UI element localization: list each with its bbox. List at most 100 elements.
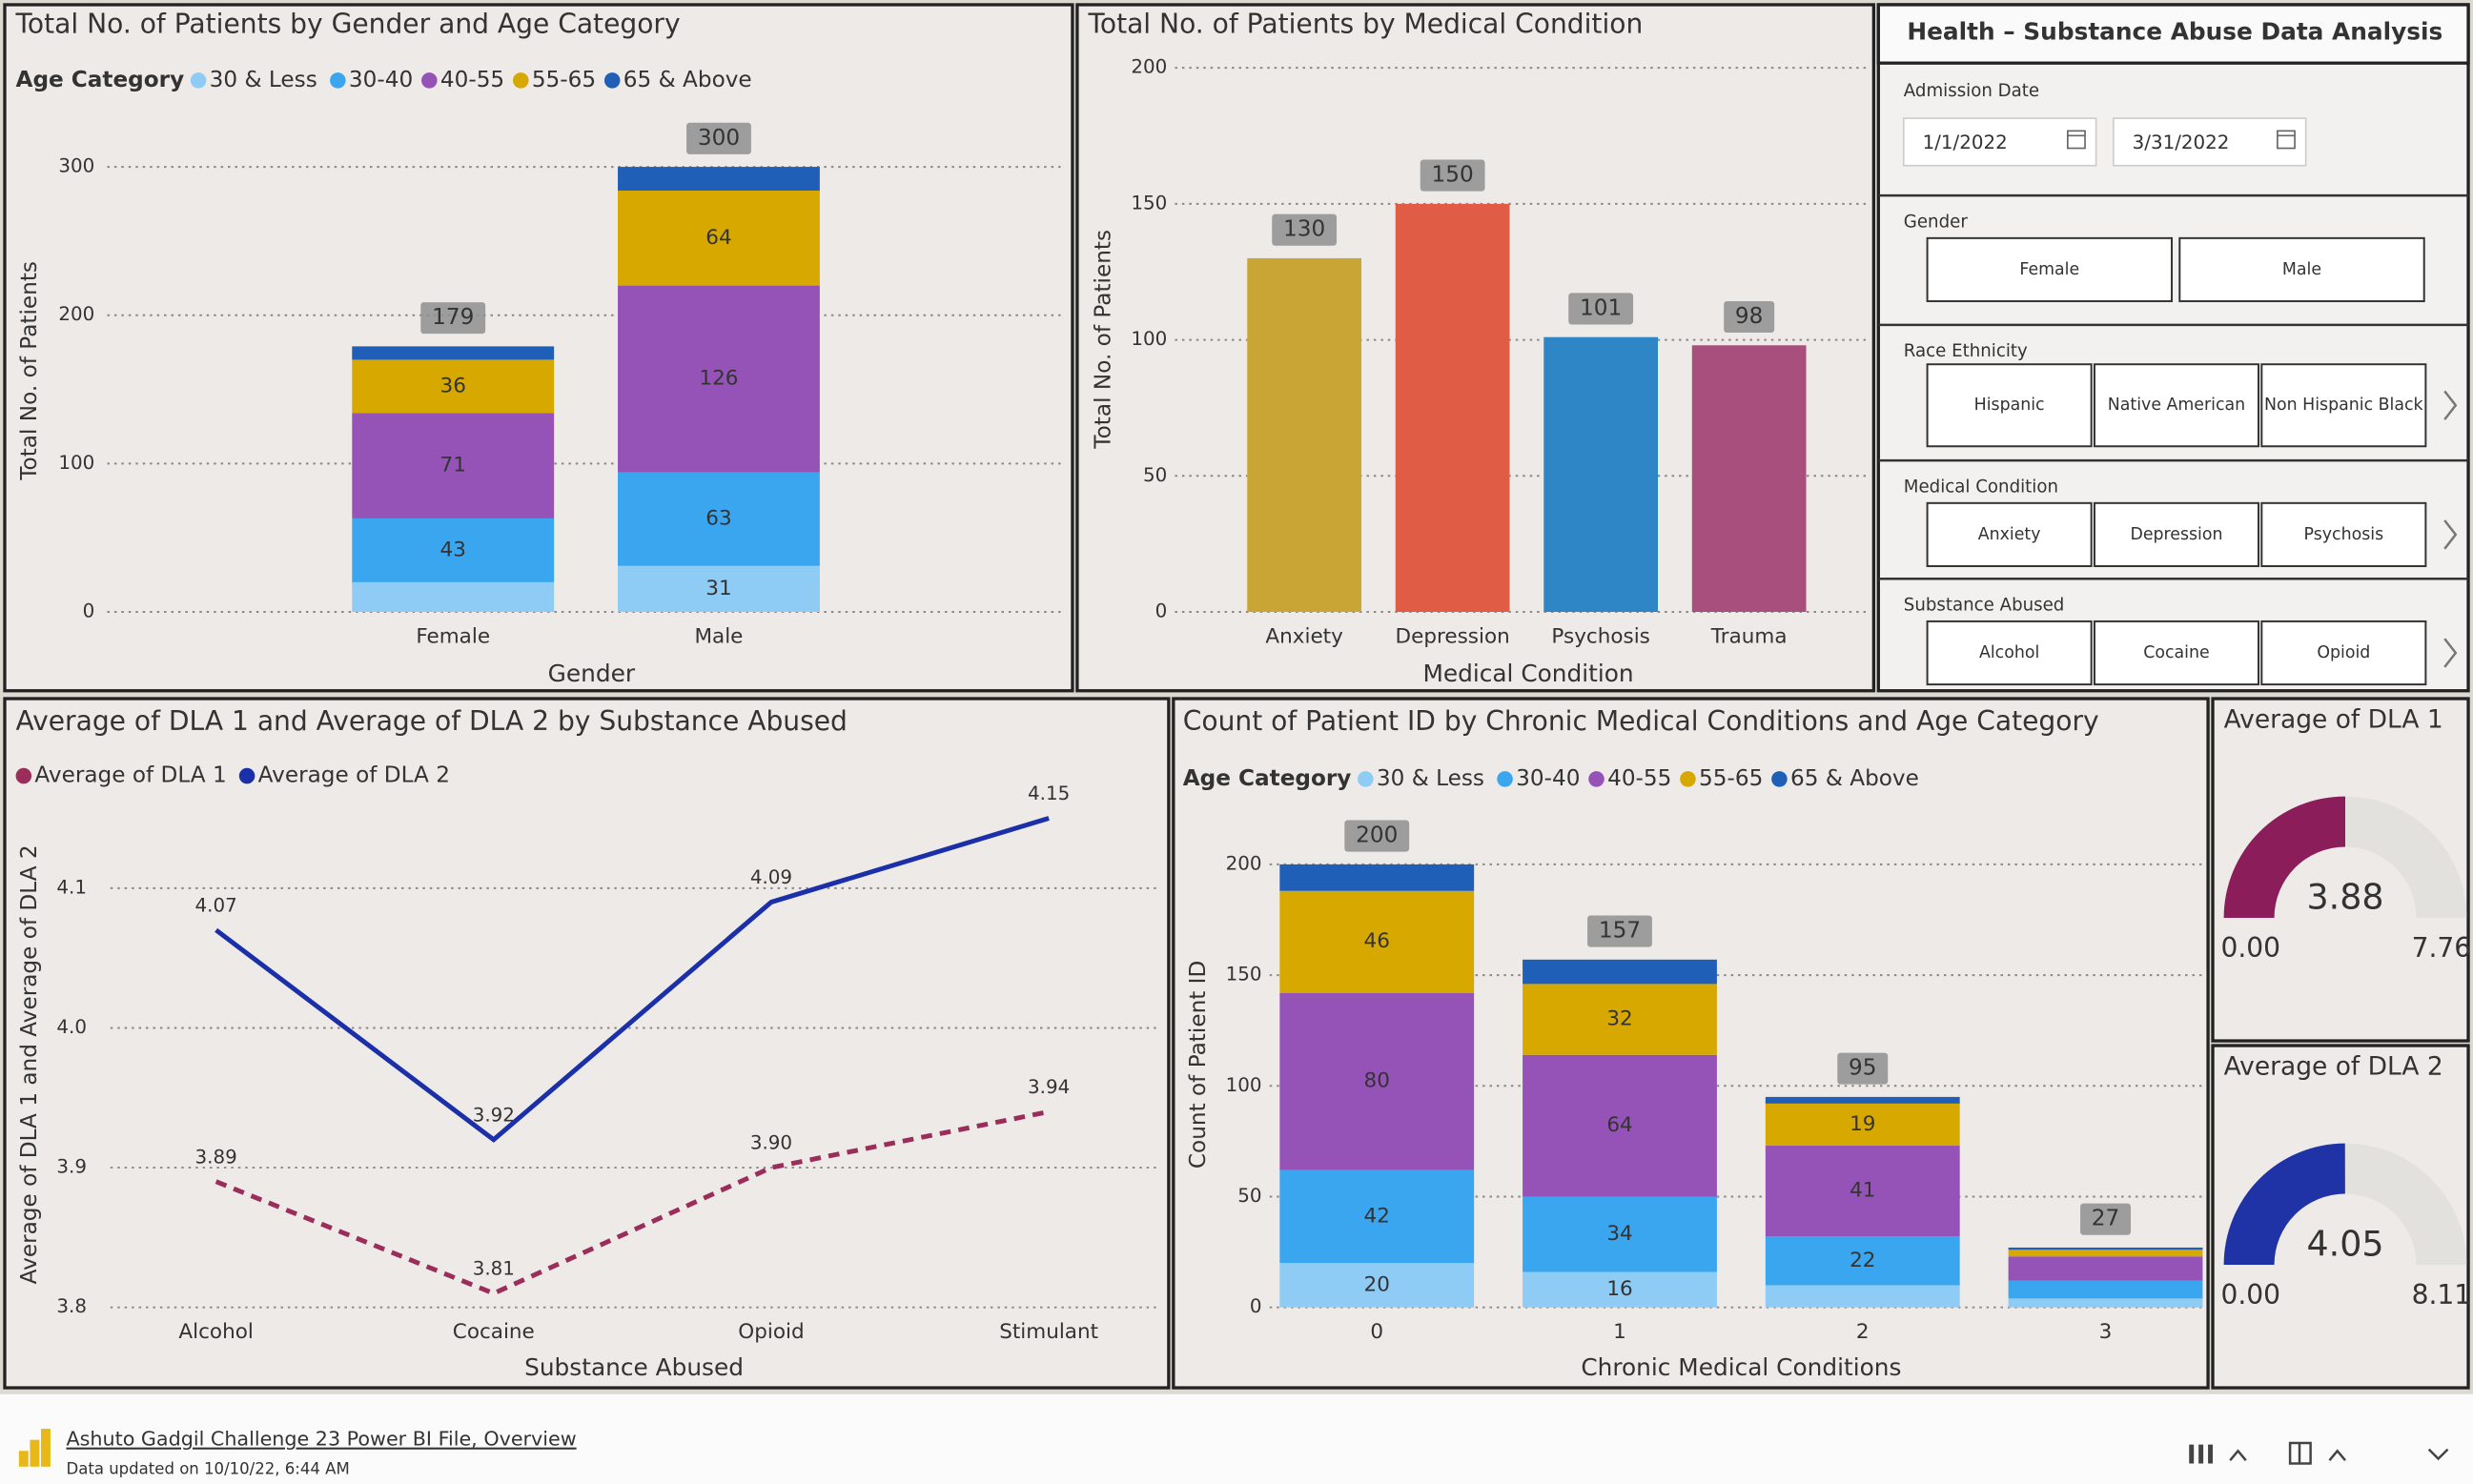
x-axis-title: Substance Abused: [524, 1353, 744, 1381]
data-label: 64: [705, 226, 731, 250]
slicer-option: Depression: [2130, 525, 2222, 544]
total-label: 130: [1283, 217, 1325, 242]
slicer-button[interactable]: [2093, 501, 2260, 568]
legend-label: Average of DLA 1: [34, 763, 226, 788]
slicer-option: Opioid: [2317, 643, 2370, 662]
view-caret[interactable]: [2328, 1449, 2346, 1461]
legend-marker: [1680, 771, 1696, 787]
data-label: 46: [1364, 929, 1390, 953]
bar-segment: [1765, 1285, 1960, 1308]
bar: [1543, 336, 1659, 612]
y-axis-title: Total No. of Patients: [1092, 230, 1116, 450]
y-tick-label: 0: [1250, 1295, 1262, 1317]
bar-segment: [1523, 984, 1717, 1055]
feedback-icon[interactable]: [2208, 1444, 2214, 1464]
feedback-caret[interactable]: [2229, 1449, 2247, 1461]
data-label: 3.81: [473, 1258, 515, 1280]
legend-label: 55-65: [532, 68, 596, 92]
scroll-arrow[interactable]: [2443, 390, 2458, 420]
legend-marker: [1497, 771, 1513, 787]
date-value: 1/1/2022: [1923, 132, 2008, 153]
bar-segment: [2008, 1250, 2203, 1257]
slicer-button[interactable]: [2260, 501, 2427, 568]
total-label: 157: [1599, 919, 1641, 944]
calendar-icon[interactable]: [2067, 130, 2086, 150]
visual-title: Average of DLA 1: [2224, 705, 2443, 735]
data-label: 16: [1606, 1277, 1632, 1301]
data-label: 4.09: [750, 866, 792, 888]
legend-title: Age Category: [1183, 766, 1352, 791]
data-label: 3.94: [1028, 1076, 1070, 1098]
slicer-option: Hispanic: [1974, 396, 2045, 415]
legend-marker: [238, 767, 255, 784]
slicer-option: Alcohol: [1979, 643, 2039, 662]
total-label-box: [1568, 293, 1634, 325]
slicer-button[interactable]: [1926, 501, 2093, 568]
legend-label: 30 & Less: [210, 68, 317, 92]
legend-marker: [1358, 771, 1374, 787]
feedback-icon[interactable]: [2198, 1444, 2204, 1464]
slicer-button[interactable]: [2093, 620, 2260, 686]
data-label: 42: [1364, 1204, 1390, 1228]
gauge-max: 7.76: [2412, 932, 2472, 964]
line-series: [215, 816, 1050, 1143]
scroll-arrow[interactable]: [2443, 519, 2458, 550]
data-label: 3.89: [195, 1146, 237, 1168]
calendar-icon[interactable]: [2277, 130, 2296, 150]
slicer-button[interactable]: [2260, 620, 2427, 686]
y-tick-label: 200: [58, 303, 94, 325]
x-tick-label: 0: [1370, 1320, 1383, 1344]
x-tick-label: Trauma: [1710, 624, 1788, 648]
bar-segment: [2008, 1256, 2203, 1281]
data-label: 4.15: [1028, 783, 1070, 804]
data-label: 4.07: [195, 894, 237, 916]
total-label: 101: [1580, 295, 1622, 320]
y-tick-label: 150: [1131, 192, 1167, 213]
date-input[interactable]: [2112, 117, 2307, 167]
data-label: 20: [1364, 1272, 1390, 1296]
total-label-box: [1724, 300, 1775, 334]
bar-segment: [352, 413, 555, 518]
y-axis-title: Count of Patient ID: [1186, 961, 1211, 1169]
collapse-caret[interactable]: [2427, 1448, 2449, 1461]
bar-segment: [1523, 959, 1717, 985]
slicer-button[interactable]: [2260, 363, 2427, 448]
total-label: 150: [1432, 163, 1474, 188]
date-input[interactable]: [1902, 117, 2097, 167]
slicer-button[interactable]: [2093, 363, 2260, 448]
slicer-button[interactable]: [2178, 236, 2425, 303]
total-label: 27: [2092, 1207, 2119, 1231]
bar-segment: [352, 346, 555, 360]
slicer-button[interactable]: [1926, 236, 2174, 303]
bar-segment: [1523, 1196, 1717, 1272]
x-tick-label: Anxiety: [1265, 624, 1343, 648]
data-label: 22: [1850, 1249, 1875, 1272]
footer-bar: [0, 1393, 2473, 1484]
slicer-button[interactable]: [1926, 363, 2093, 448]
bar-segment: [1279, 1263, 1475, 1308]
date-value: 3/31/2022: [2133, 132, 2230, 153]
legend-title: Age Category: [16, 68, 185, 92]
slicer-option: Male: [2282, 260, 2321, 279]
report-title[interactable]: Ashuto Gadgil Challenge 23 Power BI File…: [66, 1428, 576, 1451]
slicer-label: Medical Condition: [1904, 477, 2058, 497]
legend-marker: [330, 72, 346, 89]
scroll-arrow[interactable]: [2443, 638, 2458, 668]
slicer-button[interactable]: [1926, 620, 2093, 686]
gauge-value-arc: [2223, 796, 2345, 918]
legend-marker: [512, 72, 529, 89]
gauge-value-arc: [2223, 1143, 2345, 1266]
data-label: 64: [1606, 1113, 1632, 1137]
visual-title: Total No. of Patients by Medical Conditi…: [1087, 8, 1643, 39]
feedback-icon[interactable]: [2189, 1444, 2195, 1464]
power-bi-logo: [18, 1451, 29, 1467]
panel-title: Health – Substance Abuse Data Analysis: [1907, 18, 2442, 46]
legend-label: 30-40: [349, 68, 413, 92]
visual-panel: [3, 697, 1171, 1390]
legend-label: 65 & Above: [623, 68, 752, 92]
y-tick-label: 0: [83, 600, 95, 621]
gauge-max: 8.11: [2412, 1279, 2472, 1311]
legend-label: 30 & Less: [1377, 766, 1484, 791]
y-tick-label: 50: [1237, 1185, 1261, 1207]
legend-label: 40-55: [440, 68, 504, 92]
